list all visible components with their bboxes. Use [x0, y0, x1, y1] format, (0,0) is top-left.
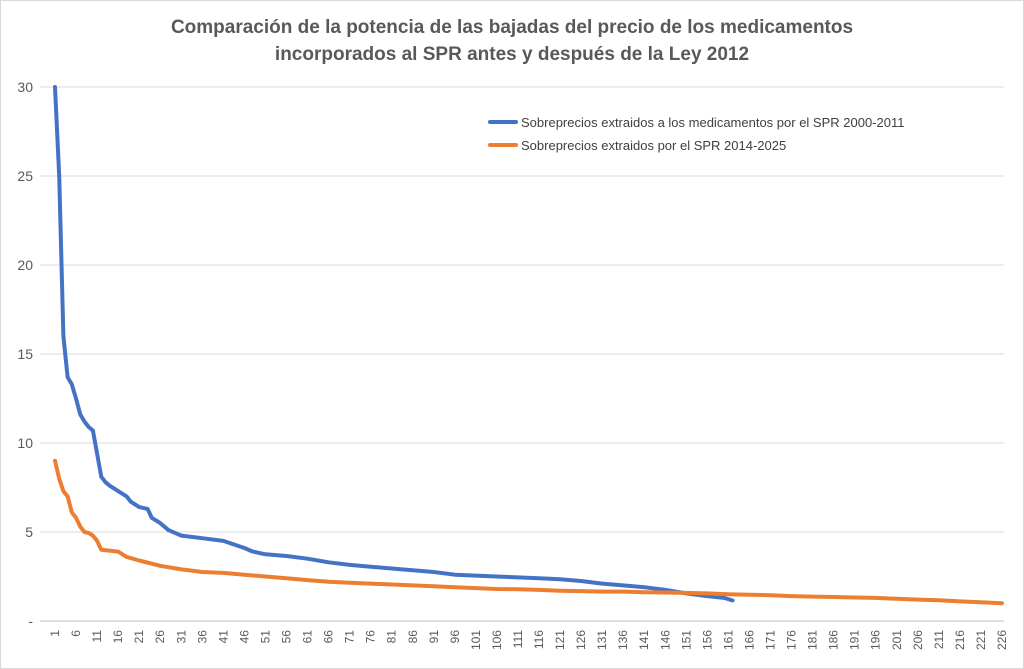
x-tick-label: 111 [511, 630, 525, 649]
x-tick-label: 96 [448, 630, 462, 644]
y-tick-label: 30 [17, 79, 33, 95]
x-tick-label: 211 [932, 630, 946, 649]
series-line-2 [53, 458, 1004, 606]
chart-title-line-2: incorporados al SPR antes y después de l… [274, 44, 750, 65]
x-tick-label: 186 [827, 630, 841, 650]
x-tick-label: 16 [111, 630, 125, 644]
x-tick-label: 156 [700, 630, 714, 650]
x-tick-label: 126 [574, 630, 588, 650]
x-tick-label: 81 [385, 630, 399, 644]
x-tick-label: 146 [658, 630, 672, 650]
x-tick-label: 121 [553, 630, 567, 650]
x-tick-label: 11 [90, 630, 104, 643]
x-tick-label: 91 [427, 630, 441, 644]
legend-label-1: Sobreprecios extraidos a los medicamento… [521, 115, 904, 130]
x-tick-label: 6 [69, 630, 83, 637]
x-tick-label: 86 [406, 630, 420, 644]
x-tick-label: 116 [532, 630, 546, 649]
x-tick-label: 191 [848, 630, 862, 650]
series-line-1 [53, 85, 735, 603]
x-tick-label: 161 [721, 630, 735, 650]
y-tick-label: 10 [17, 435, 33, 451]
x-tick-label: 71 [343, 630, 357, 644]
y-tick-label: 5 [25, 524, 33, 540]
y-axis-ticks: - 5 10 15 20 25 30 [17, 79, 33, 629]
x-tick-label: 106 [490, 630, 504, 650]
x-axis-ticks: 1 6 11 16 21 26 31 36 41 46 51 56 61 66 71 76 81 86 91 96 10… [48, 630, 1009, 650]
x-tick-label: 41 [216, 630, 230, 644]
x-tick-label: 131 [595, 630, 609, 650]
x-tick-label: 46 [237, 630, 251, 644]
x-tick-label: 26 [153, 630, 167, 644]
y-tick-label: 15 [17, 346, 33, 362]
x-tick-label: 201 [890, 630, 904, 650]
x-tick-label: 76 [364, 630, 378, 644]
series-lines [53, 85, 1004, 606]
gridlines [40, 86, 1004, 622]
x-tick-label: 171 [764, 630, 778, 650]
x-tick-label: 36 [195, 630, 209, 644]
x-tick-label: 21 [132, 630, 146, 644]
chart-title-line-1: Comparación de la potencia de las bajada… [170, 17, 854, 38]
y-tick-label: 20 [17, 257, 33, 273]
x-tick-label: 196 [869, 630, 883, 650]
x-tick-label: 216 [953, 630, 967, 650]
x-tick-label: 206 [911, 630, 925, 650]
x-tick-label: 56 [279, 630, 293, 644]
x-tick-label: 151 [679, 630, 693, 650]
x-tick-label: 101 [469, 630, 483, 650]
y-tick-label: - [28, 613, 33, 629]
x-tick-label: 31 [174, 630, 188, 644]
legend: Sobreprecios extraidos a los medicamento… [488, 115, 904, 153]
x-tick-label: 141 [637, 630, 651, 650]
x-tick-label: 226 [995, 630, 1009, 650]
x-tick-label: 1 [48, 630, 62, 637]
x-tick-label: 51 [258, 630, 272, 644]
x-tick-label: 181 [806, 630, 820, 650]
chart-title: Comparación de la potencia de las bajada… [0, 14, 1024, 68]
x-tick-label: 166 [742, 630, 756, 650]
x-tick-label: 176 [785, 630, 799, 650]
y-tick-label: 25 [17, 168, 33, 184]
x-tick-label: 221 [974, 630, 988, 650]
legend-label-2: Sobreprecios extraidos por el SPR 2014-2… [521, 138, 786, 153]
x-tick-label: 66 [322, 630, 336, 644]
x-tick-label: 136 [616, 630, 630, 650]
x-tick-label: 61 [301, 630, 315, 644]
